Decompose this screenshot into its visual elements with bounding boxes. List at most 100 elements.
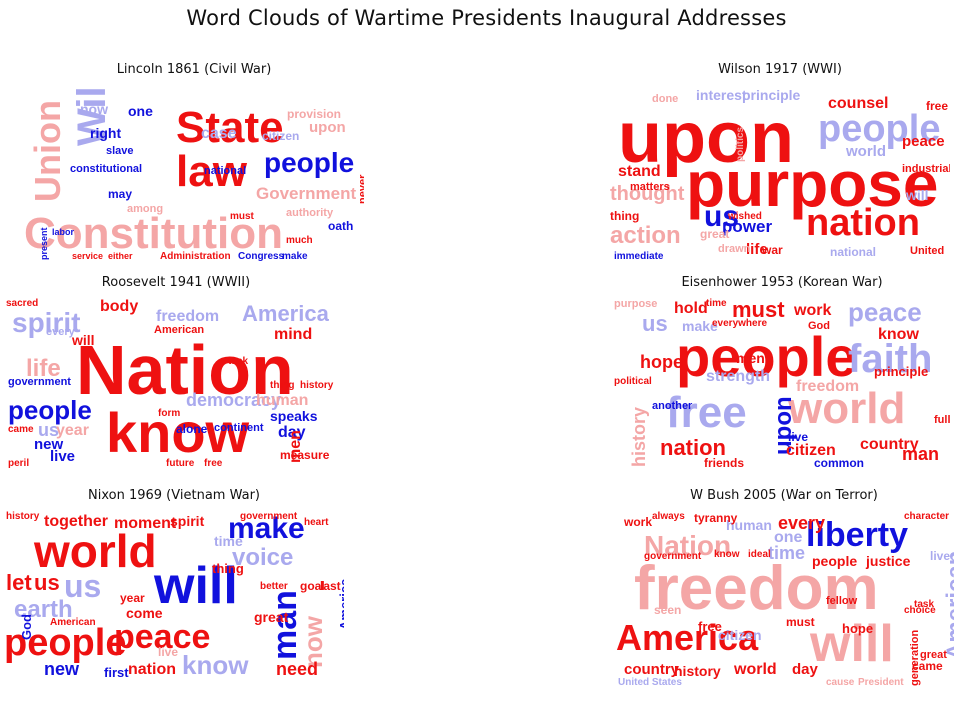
cloud-word: case <box>201 125 237 142</box>
cloud-word: year <box>120 591 145 605</box>
cloud-word: know <box>714 549 740 560</box>
cloud-word: principle <box>874 364 929 379</box>
cloud-word: freedom <box>796 378 860 395</box>
cloud-word: upon <box>618 98 794 178</box>
cloud-word: much <box>286 235 313 246</box>
cloud-word: character <box>904 511 950 522</box>
cloud-word: peace <box>902 133 945 150</box>
cloud-word: common <box>814 456 865 470</box>
cloud-word: human <box>256 392 309 409</box>
cloud-word: human <box>726 517 772 533</box>
cloud-word: hope <box>842 621 874 636</box>
cloud-word: freedom <box>156 308 220 325</box>
cloud-word: must <box>786 615 815 629</box>
cloud-word: liberty <box>806 516 909 554</box>
cloud-word: country <box>624 661 680 678</box>
cloud-word: men <box>736 350 765 366</box>
cloud-word: counsel <box>828 95 889 112</box>
cloud-word: moment <box>114 515 177 532</box>
cloud-word: free <box>926 99 949 113</box>
cloud-word: time <box>706 298 727 309</box>
cloud-word: State <box>176 103 284 152</box>
cloud-word: live <box>788 430 809 444</box>
cloud-word: work <box>794 302 832 319</box>
cloud-word: together <box>44 513 108 530</box>
cloud-word: make <box>682 318 718 334</box>
cloud-word: national <box>830 245 877 259</box>
cloud-word: Congress <box>238 251 285 262</box>
cloud-word: will <box>72 332 95 348</box>
cloud-word: better <box>260 581 288 592</box>
cloud-word: know <box>878 326 919 343</box>
cloud-word: provision <box>287 107 342 121</box>
cloud-word: government <box>240 511 298 522</box>
cloud-word: know <box>182 650 249 680</box>
cloud-word: citizen <box>718 627 762 643</box>
cloud-word: us <box>704 200 740 233</box>
cloud-word: purpose <box>614 298 658 310</box>
word-cloud: Nation know people spirit America freedom demo… <box>6 297 346 475</box>
cloud-word: work <box>624 515 653 529</box>
cloud-word: must <box>732 297 785 322</box>
cloud-word: man <box>266 590 304 660</box>
cloud-word: man <box>902 444 940 464</box>
cloud-word: always <box>652 511 685 522</box>
panel-title: Roosevelt 1941 (WWII) <box>101 275 251 290</box>
cloud-word: earth <box>14 596 73 623</box>
cloud-word: government <box>644 551 702 562</box>
cloud-word: action <box>610 222 681 249</box>
cloud-word: people <box>676 325 857 388</box>
page-title: Word Clouds of Wartime Presidents Inaugu… <box>186 6 787 30</box>
cloud-word: history <box>6 511 40 522</box>
cloud-word: wished <box>728 211 762 222</box>
cloud-word: immediate <box>614 251 664 262</box>
cloud-word: hope <box>640 352 683 372</box>
cloud-word: people <box>8 395 92 425</box>
cloud-word: heart <box>304 517 329 528</box>
cloud-word: new <box>34 436 64 453</box>
cloud-word: free <box>204 458 223 469</box>
cloud-word: God <box>808 320 830 332</box>
cloud-word: Union <box>27 100 68 202</box>
cloud-word: body <box>100 298 139 315</box>
cloud-word: people <box>818 108 941 150</box>
cloud-word: principle <box>742 87 801 103</box>
cloud-word: speaks <box>270 408 318 424</box>
cloud-word: everywhere <box>712 318 768 329</box>
cloud-word: nation <box>128 661 176 678</box>
cloud-word: oath <box>328 219 354 233</box>
panel-title: Wilson 1917 (WWI) <box>718 62 842 77</box>
cloud-word: citizen <box>786 442 836 459</box>
cloud-word: Administration <box>160 251 231 262</box>
cloud-word: spirit <box>12 307 81 338</box>
cloud-word: never <box>357 174 364 204</box>
cloud-word: time <box>768 543 806 563</box>
cloud-word: life <box>746 241 768 258</box>
cloud-word: sacred <box>6 298 39 309</box>
cloud-word: service <box>72 251 104 261</box>
cloud-word: American <box>942 550 954 660</box>
cloud-word: time <box>214 533 243 549</box>
cloud-word: may <box>108 187 133 201</box>
cloud-word: hold <box>674 300 708 317</box>
cloud-word: day <box>278 424 306 441</box>
cloud-word: President <box>858 677 904 688</box>
cloud-word: free <box>666 388 747 437</box>
cloud-word: thought <box>610 183 685 205</box>
cloud-word: voice <box>232 544 294 571</box>
cloud-word: constitutional <box>70 163 143 175</box>
cloud-word: United <box>910 245 945 257</box>
cloud-word: live <box>158 645 179 659</box>
cloud-word: fellow <box>826 595 858 607</box>
cloud-word: history <box>629 406 649 467</box>
cloud-word: strength <box>706 368 770 385</box>
panel-title: Nixon 1969 (Vietnam War) <box>88 488 260 503</box>
cloud-word: make <box>228 512 305 545</box>
cloud-word: must <box>230 211 254 222</box>
word-cloud: world will people peace make voice man now know u… <box>4 510 344 688</box>
cloud-word: people <box>4 622 127 664</box>
cloud-word: task <box>914 599 935 610</box>
cloud-word: democracy <box>186 390 282 410</box>
cloud-word: slave <box>106 145 134 157</box>
cloud-word: either <box>108 251 133 261</box>
